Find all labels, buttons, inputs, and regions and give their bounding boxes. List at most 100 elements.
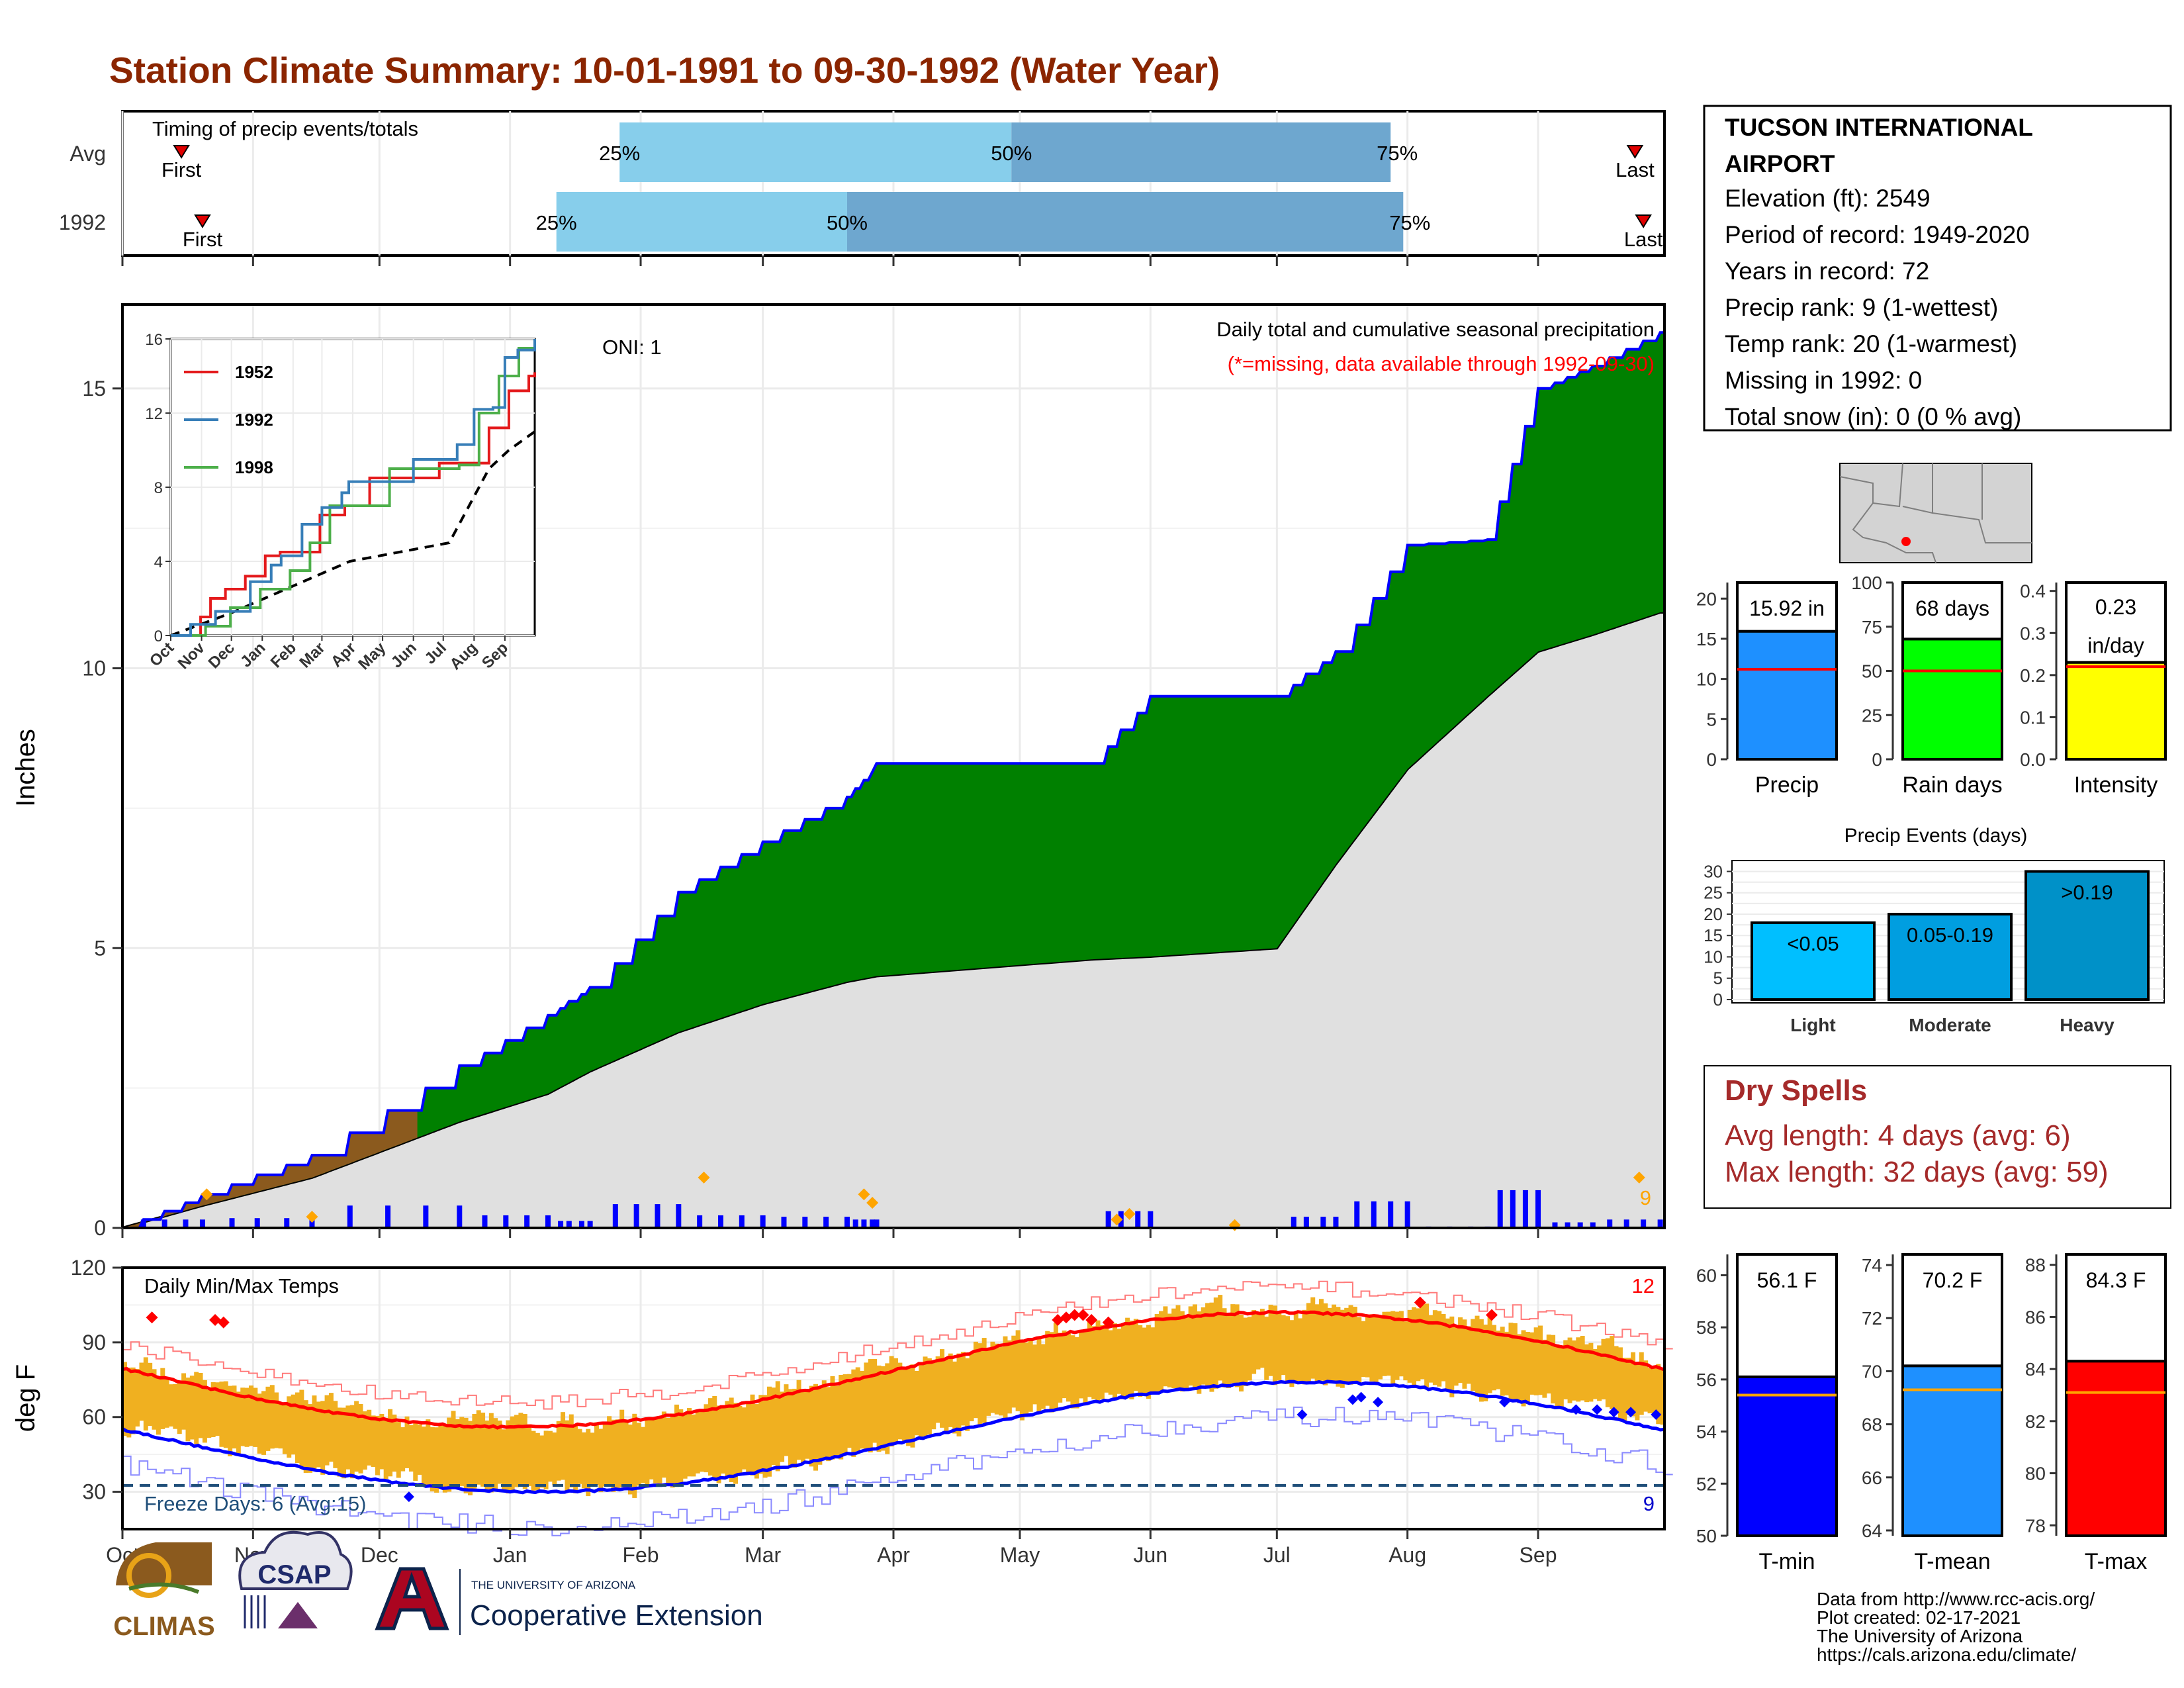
summary-bar-tick-label: 0.3 xyxy=(2020,623,2046,643)
precip-event-category: Moderate xyxy=(1909,1015,1991,1035)
daily-temp-range-bar xyxy=(678,1409,684,1487)
daily-temp-range-bar xyxy=(1584,1344,1590,1403)
daily-precip-bar xyxy=(1497,1190,1503,1228)
daily-precip-bar xyxy=(1623,1219,1629,1228)
daily-temp-range-bar xyxy=(809,1385,814,1467)
timing-first-label: First xyxy=(161,158,202,181)
summary-bar-tick-label: 64 xyxy=(1862,1521,1882,1541)
station-name-line1: TUCSON INTERNATIONAL xyxy=(1725,114,2033,141)
summary-bar-tick-label: 86 xyxy=(2025,1307,2046,1327)
daily-temp-range-bar xyxy=(1113,1323,1118,1400)
summary-bar-name: Rain days xyxy=(1902,773,2002,798)
temp-y-axis-title: deg F xyxy=(11,1364,40,1432)
page-title: Station Climate Summary: 10-01-1991 to 0… xyxy=(109,50,1220,91)
daily-temp-range-bar xyxy=(345,1405,351,1470)
daily-temp-range-bar xyxy=(846,1374,852,1448)
daily-temp-range-bar xyxy=(1369,1314,1375,1382)
daily-temp-range-bar xyxy=(627,1425,633,1495)
temp-panel-label: Daily Min/Max Temps xyxy=(144,1274,339,1297)
daily-temp-range-bar xyxy=(1521,1330,1526,1407)
daily-temp-range-bar xyxy=(623,1421,629,1489)
daily-temp-range-bar xyxy=(484,1420,490,1492)
daily-temp-range-bar xyxy=(426,1419,431,1486)
inset-legend-label: 1952 xyxy=(235,362,273,382)
record-high-marker xyxy=(1414,1296,1426,1309)
daily-temp-range-bar xyxy=(780,1391,785,1462)
daily-precip-bar xyxy=(655,1204,660,1228)
daily-precip-bar xyxy=(1522,1190,1528,1228)
avg-max-line xyxy=(122,1309,1665,1430)
summary-bar-tick-label: 0.4 xyxy=(2020,581,2046,602)
daily-temp-range-bar xyxy=(1382,1311,1387,1376)
summary-bar-name: Intensity xyxy=(2074,773,2158,798)
daily-temp-range-bar xyxy=(1471,1319,1476,1391)
oni-label: ONI: 1 xyxy=(602,336,662,359)
inset-ytick-label: 16 xyxy=(145,331,163,349)
daily-temp-range-bar xyxy=(122,1362,127,1436)
daily-temp-range-bar xyxy=(1230,1304,1236,1383)
dry-spells-box: Dry Spells Avg length: 4 days (avg: 6) M… xyxy=(1704,1065,2171,1209)
daily-temp-range-bar xyxy=(1394,1311,1400,1380)
daily-precip-bar xyxy=(697,1215,703,1228)
daily-temp-range-bar xyxy=(1159,1311,1164,1393)
daily-temp-range-bar xyxy=(501,1429,506,1491)
station-box-frame xyxy=(1703,105,2172,432)
temp-ytick-label: 60 xyxy=(82,1405,106,1429)
avg-min-line xyxy=(121,1380,1665,1495)
record-low-marker xyxy=(403,1491,414,1503)
daily-temp-range-bar xyxy=(737,1405,743,1476)
daily-temp-range-bar xyxy=(800,1389,805,1464)
data-source-footer: Data from http://www.rcc-acis.org/ Plot … xyxy=(1817,1589,2095,1665)
daily-temp-range-bar xyxy=(177,1383,182,1434)
inset-series-1952 xyxy=(171,372,536,637)
daily-temp-range-bar xyxy=(1066,1332,1071,1402)
daily-temp-range-bar xyxy=(999,1346,1004,1416)
daily-temp-range-bar xyxy=(994,1343,999,1415)
summary-bar-value-label: 68 days xyxy=(1915,596,1989,620)
daily-precip-bar xyxy=(633,1204,639,1228)
record-low-marker xyxy=(1499,1397,1510,1408)
summary-bar-tick-label: 25 xyxy=(1862,705,1882,726)
station-name-line2: AIRPORT xyxy=(1725,150,1835,177)
daily-temp-range-bar xyxy=(232,1385,237,1449)
daily-temp-range-bar xyxy=(371,1415,376,1467)
daily-temp-range-bar xyxy=(771,1387,776,1466)
daily-temp-range-bar xyxy=(657,1417,662,1484)
ua-block-a xyxy=(375,1567,449,1630)
timing-label-75: 75% xyxy=(1389,211,1430,234)
daily-temp-range-bar xyxy=(1601,1338,1606,1400)
daily-temp-range-bar xyxy=(320,1401,326,1475)
daily-temp-range-bar xyxy=(817,1387,823,1465)
daily-temp-range-bar xyxy=(1617,1347,1623,1420)
daily-temp-range-bar xyxy=(1268,1304,1273,1376)
daily-precip-bar xyxy=(1590,1222,1596,1228)
daily-temp-range-bar xyxy=(1407,1309,1412,1383)
daily-temp-range-bar xyxy=(1361,1321,1366,1378)
daily-temp-range-bar xyxy=(674,1404,679,1487)
daily-precip-bar xyxy=(309,1218,315,1228)
dry-spells-frame xyxy=(1704,1065,2171,1209)
daily-temp-range-bar xyxy=(476,1410,481,1485)
daily-temp-range-bar xyxy=(404,1416,410,1468)
summary-bar-tick-label: 50 xyxy=(1696,1526,1717,1546)
daily-precip-bar xyxy=(587,1221,593,1228)
timing-row-avg-label: Avg xyxy=(69,142,106,165)
daily-temp-range-bar xyxy=(1285,1316,1291,1384)
daily-temp-range-bar xyxy=(506,1420,511,1494)
daily-temp-range-bar xyxy=(1188,1306,1193,1386)
daily-temp-range-bar xyxy=(661,1411,666,1478)
summary-bar-tick-label: 72 xyxy=(1862,1308,1882,1329)
daily-temp-range-bar xyxy=(792,1388,797,1468)
daily-temp-range-bar xyxy=(944,1358,949,1434)
daily-temp-range-bar xyxy=(1453,1326,1459,1386)
precip-panel: Daily total and cumulative seasonal prec… xyxy=(11,303,1666,1240)
record-max-line xyxy=(122,1280,1673,1410)
daily-temp-range-bar xyxy=(312,1395,317,1470)
daily-precip-bar xyxy=(1404,1201,1410,1228)
daily-precip-bar xyxy=(1135,1211,1141,1228)
record-high-marker xyxy=(1077,1309,1089,1321)
daily-temp-range-bar xyxy=(901,1370,907,1442)
summary-bar-value-label: 84.3 F xyxy=(2086,1268,2146,1292)
daily-temp-range-bar xyxy=(691,1414,696,1477)
daily-temp-range-bar xyxy=(282,1405,287,1454)
